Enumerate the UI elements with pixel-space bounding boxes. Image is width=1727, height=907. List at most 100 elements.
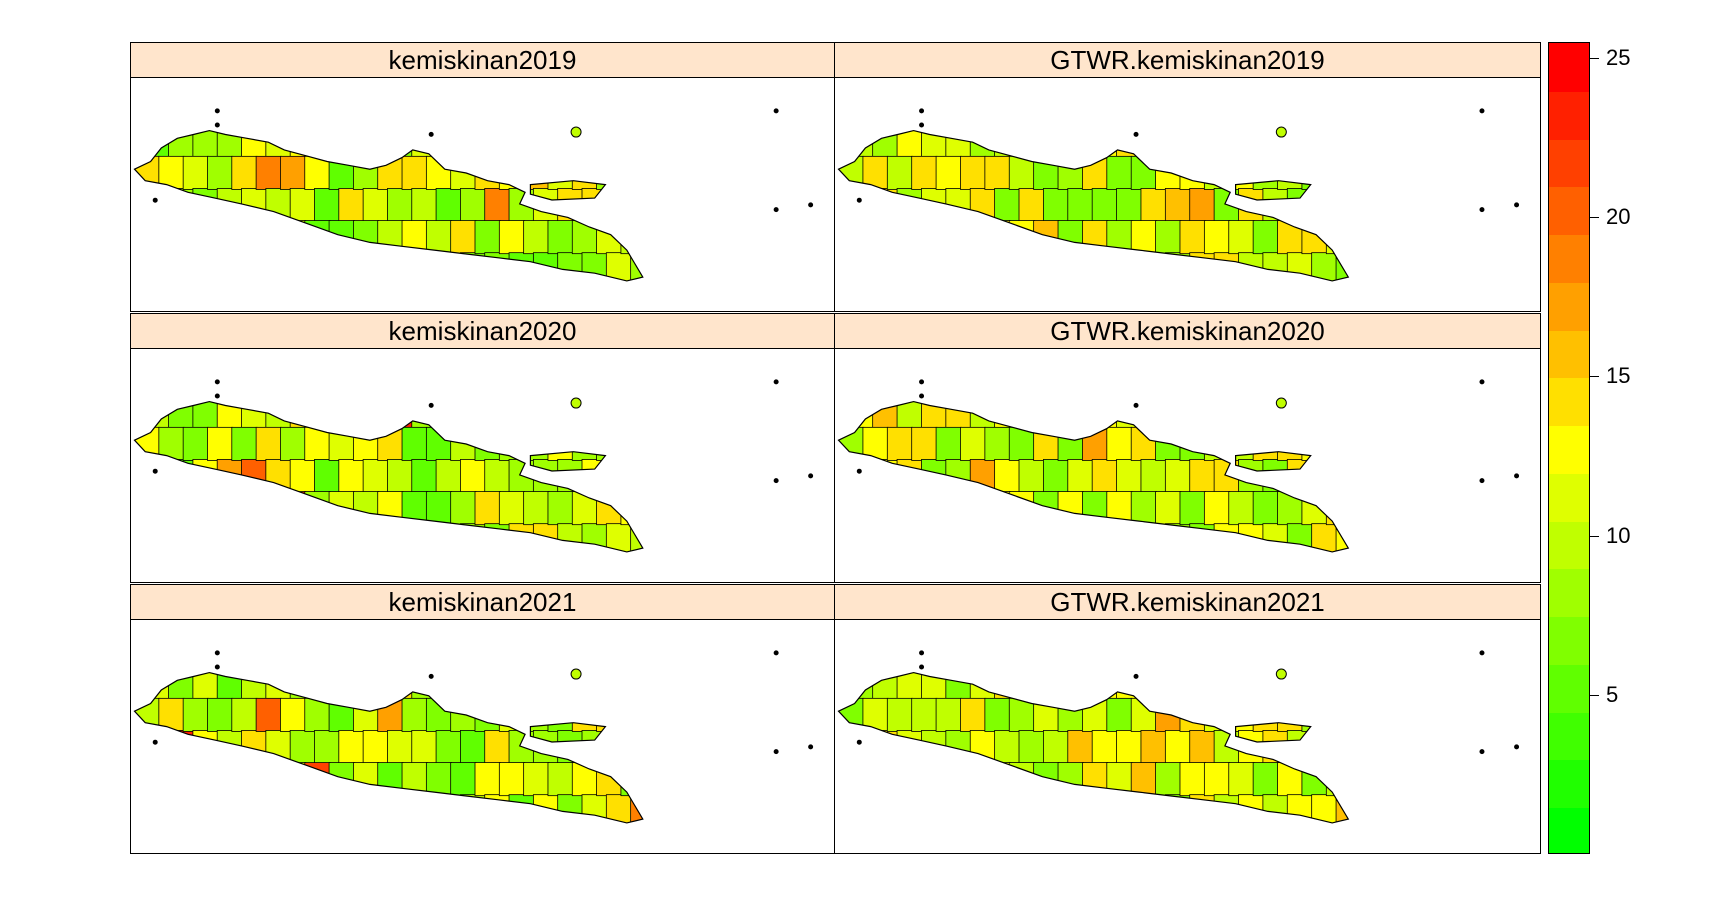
regency-polygon: [1116, 730, 1143, 764]
regency-polygon: [1286, 523, 1314, 552]
regency-polygon: [581, 130, 608, 158]
regency-polygon: [1360, 795, 1385, 828]
regency-polygon: [1082, 697, 1109, 732]
regency-polygon: [207, 92, 232, 125]
regency-polygon: [1140, 252, 1167, 281]
legend-tick-label: 5: [1606, 681, 1619, 707]
small-island: [1275, 126, 1287, 138]
regency-polygon: [353, 363, 378, 396]
regency-polygon: [1228, 491, 1255, 526]
regency-polygon: [921, 252, 948, 281]
regency-polygon: [231, 697, 258, 732]
regency-polygon: [280, 697, 307, 732]
regency-polygon: [1164, 188, 1192, 222]
regency-polygon: [1042, 252, 1070, 281]
small-island: [214, 650, 220, 656]
regency-polygon: [630, 130, 643, 158]
regency-polygon: [1189, 401, 1216, 429]
legend-color-band: [1549, 520, 1589, 570]
panel-strip-title: GTWR.kemiskinan2020: [834, 313, 1541, 349]
regency-polygon: [985, 92, 1010, 125]
regency-polygon: [1351, 156, 1376, 189]
regency-polygon: [1067, 730, 1094, 764]
regency-polygon: [872, 188, 899, 222]
regency-polygon: [484, 401, 511, 429]
regency-polygon: [524, 634, 549, 667]
regency-polygon: [1252, 491, 1279, 526]
map-panel: [834, 619, 1541, 854]
regency-polygon: [1252, 220, 1279, 255]
regency-polygon: [1238, 459, 1265, 493]
regency-polygon: [159, 92, 184, 125]
regency-polygon: [1082, 634, 1107, 667]
regency-polygon: [1302, 634, 1327, 667]
regency-polygon: [1238, 401, 1265, 429]
regency-polygon: [1164, 459, 1192, 493]
regency-polygon: [1179, 491, 1206, 526]
regency-polygon: [460, 794, 487, 823]
regency-polygon: [1311, 523, 1338, 552]
regency-polygon: [1335, 523, 1349, 552]
regency-polygon: [314, 401, 341, 429]
regency-polygon: [1067, 401, 1094, 429]
regency-polygon: [630, 252, 643, 281]
regency-polygon: [1228, 220, 1255, 255]
regency-polygon: [1091, 730, 1118, 764]
regency-polygon: [1091, 188, 1118, 222]
regency-polygon: [411, 188, 438, 222]
regency-polygon: [1018, 252, 1045, 281]
regency-polygon: [548, 363, 573, 396]
regency-polygon: [362, 188, 389, 222]
regency-polygon: [1164, 252, 1192, 281]
regency-polygon: [847, 730, 875, 764]
regency-polygon: [655, 124, 680, 157]
regency-polygon: [547, 426, 574, 461]
regency-polygon: [1082, 426, 1109, 461]
regency-polygon: [192, 523, 219, 552]
regency-polygon: [508, 252, 535, 281]
panel-strip-title: kemiskinan2021: [130, 584, 835, 620]
regency-polygon: [135, 92, 160, 125]
regency-polygon: [896, 459, 923, 493]
regency-polygon: [847, 252, 875, 281]
regency-polygon: [1164, 130, 1192, 158]
panel-strip-title: kemiskinan2019: [130, 42, 835, 78]
regency-polygon: [1238, 188, 1265, 222]
regency-polygon: [231, 220, 258, 255]
regency-polygon: [289, 252, 316, 281]
regency-polygon: [378, 363, 403, 396]
regency-polygon: [435, 188, 462, 222]
regency-polygon: [474, 491, 501, 526]
regency-polygon: [314, 188, 341, 222]
regency-polygon: [911, 697, 938, 732]
regency-polygon: [655, 666, 680, 699]
regency-polygon: [508, 523, 535, 552]
regency-polygon: [921, 523, 948, 552]
regency-polygon: [621, 363, 646, 396]
regency-polygon: [182, 426, 209, 461]
regency-polygon: [387, 523, 414, 552]
regency-polygon: [401, 155, 428, 190]
regency-polygon: [896, 188, 923, 222]
regency-polygon: [192, 252, 219, 281]
regency-polygon: [1131, 92, 1156, 125]
regency-polygon: [862, 762, 889, 797]
regency-polygon: [1213, 401, 1240, 429]
regency-polygon: [1189, 730, 1216, 764]
regency-polygon: [872, 252, 899, 281]
regency-polygon: [280, 491, 307, 526]
legend-color-band: [1549, 759, 1589, 809]
regency-polygon: [460, 672, 487, 700]
regency-polygon: [192, 459, 219, 493]
regency-polygon: [1335, 794, 1349, 823]
regency-polygon: [1155, 491, 1182, 526]
regency-polygon: [863, 634, 888, 667]
regency-polygon: [1034, 92, 1059, 125]
regency-polygon: [353, 634, 378, 667]
legend-color-band: [1549, 186, 1589, 236]
regency-polygon: [1252, 762, 1279, 797]
regency-polygon: [499, 363, 524, 396]
regency-polygon: [645, 92, 670, 125]
regency-polygon: [605, 401, 633, 429]
regency-polygon: [484, 459, 511, 493]
